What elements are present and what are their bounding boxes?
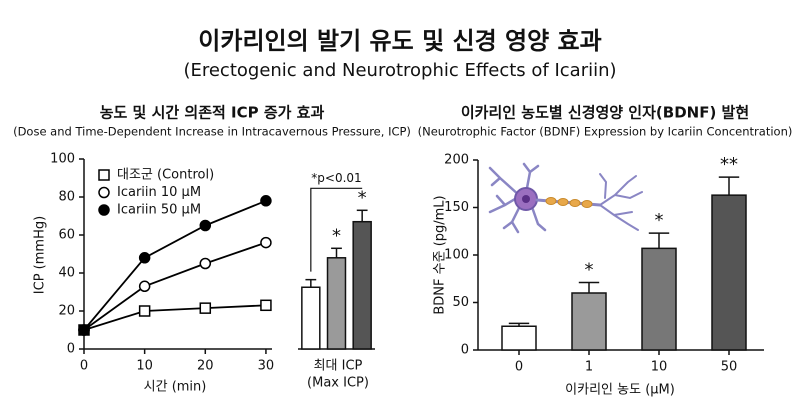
significance-label: *: [358, 187, 367, 208]
legend-marker: [98, 204, 110, 216]
panel-title: 농도 및 시간 의존적 ICP 증가 효과: [100, 104, 325, 122]
bar: [641, 247, 677, 351]
y-tick-label: 80: [58, 190, 75, 205]
series-line: [83, 304, 266, 331]
y-tick-label: 0: [461, 343, 469, 358]
x-tick-label: 0: [80, 359, 88, 374]
significance-label: **: [720, 154, 738, 175]
bar: [711, 194, 747, 351]
x-tick-label: 0: [515, 360, 523, 375]
x-tick-label: 50: [721, 360, 738, 375]
y-tick-label: 60: [58, 228, 75, 243]
panel-title: 이카리인 농도별 신경영양 인자(BDNF) 발현: [461, 104, 749, 122]
x-tick-label: 1: [585, 360, 593, 375]
point: [138, 305, 151, 317]
point: [260, 236, 272, 249]
legend-marker: [98, 169, 110, 181]
y-tick-label: 40: [58, 266, 75, 281]
legend-marker: [98, 186, 110, 199]
main-subtitle: (Erectogenic and Neurotrophic Effects of…: [183, 60, 616, 81]
y-tick-label: 100: [50, 152, 75, 167]
x-tick-label: 20: [197, 359, 214, 374]
point: [199, 219, 212, 232]
point: [78, 324, 90, 336]
x-axis-label: 최대 ICP: [314, 359, 363, 374]
bracket-label: *p<0.01: [311, 171, 361, 185]
y-axis-label: ICP (mmHg): [33, 216, 48, 294]
x-axis-label: 이카리인 농도 (μM): [565, 383, 675, 398]
x-axis-label: (Max ICP): [307, 376, 369, 391]
point: [260, 299, 272, 312]
panel-subtitle: (Dose and Time-Dependent Increase in Int…: [13, 125, 411, 139]
series-line: [83, 241, 267, 331]
point: [260, 195, 272, 207]
point: [199, 257, 212, 270]
y-tick-label: 150: [444, 200, 469, 215]
bar: [571, 292, 607, 351]
bar: [326, 257, 347, 350]
panel-subtitle: (Neurotrophic Factor (BDNF) Expression b…: [418, 125, 793, 139]
bar: [352, 220, 372, 350]
x-axis-label: 시간 (min): [144, 380, 207, 395]
legend-label: Icariin 10 μM: [117, 185, 201, 200]
main-title: 이카리인의 발기 유도 및 신경 영양 효과: [198, 27, 601, 55]
bar: [501, 325, 537, 351]
bar: [301, 286, 321, 350]
x-tick-label: 10: [136, 359, 153, 374]
y-tick-label: 200: [444, 153, 469, 168]
significance-label: *: [585, 260, 594, 281]
x-tick-label: 30: [258, 359, 275, 374]
significance-label: *: [655, 210, 664, 231]
significance-bracket: [310, 187, 363, 272]
point: [138, 280, 151, 293]
y-axis-label: BDNF 수준 (pg/mL): [433, 195, 448, 314]
y-tick-label: 0: [67, 342, 75, 357]
significance-label: *: [332, 225, 341, 246]
y-tick-label: 50: [452, 295, 469, 310]
y-tick-label: 100: [444, 248, 469, 263]
x-tick-label: 10: [651, 360, 668, 375]
point: [138, 252, 151, 264]
legend-label: 대조군 (Control): [117, 168, 214, 183]
y-tick-label: 20: [58, 304, 75, 319]
series-line: [83, 199, 267, 331]
neuron-illustration: [488, 162, 643, 234]
point: [199, 302, 212, 314]
legend-label: Icariin 50 μM: [117, 203, 201, 218]
